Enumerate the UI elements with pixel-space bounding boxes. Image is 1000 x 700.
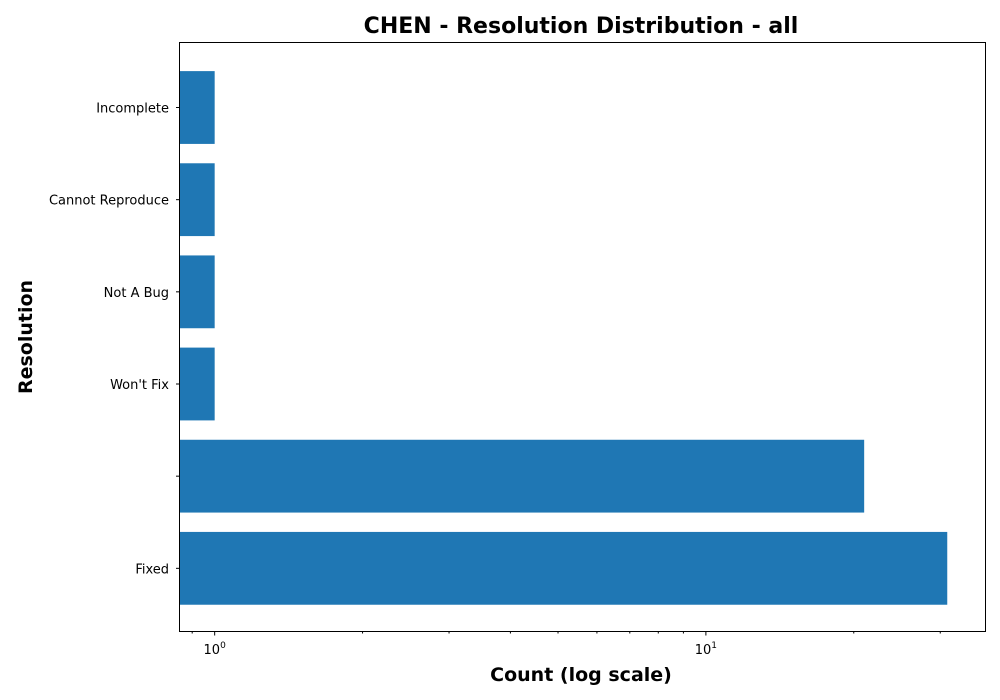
bars-group [180, 71, 948, 605]
x-axis-label: Count (log scale) [490, 664, 672, 686]
y-tick-label: Incomplete [96, 102, 169, 117]
bar-cannot-reproduce [180, 163, 215, 237]
y-tick-label: Cannot Reproduce [49, 194, 169, 209]
y-tick-label: Won't Fix [110, 378, 169, 393]
bar-won-t-fix [180, 347, 215, 421]
y-tick-label: Fixed [135, 562, 169, 577]
plot-frame [179, 42, 986, 632]
y-axis-label: Resolution [15, 280, 37, 394]
bar-incomplete [180, 71, 215, 144]
x-tick-label: 101 [695, 641, 717, 658]
x-axis-ticks: 100 101 [191, 631, 941, 658]
x-tick-label: 100 [204, 641, 227, 658]
y-axis-ticks: Fixed Won't Fix Not A Bug Cannot Reproduce I… [49, 102, 180, 577]
bar-blank [180, 439, 865, 513]
bar-fixed [180, 531, 948, 605]
chart-title: CHEN - Resolution Distribution - all [364, 14, 799, 39]
y-tick-label: Not A Bug [104, 286, 169, 301]
bar-not-a-bug [180, 255, 215, 329]
